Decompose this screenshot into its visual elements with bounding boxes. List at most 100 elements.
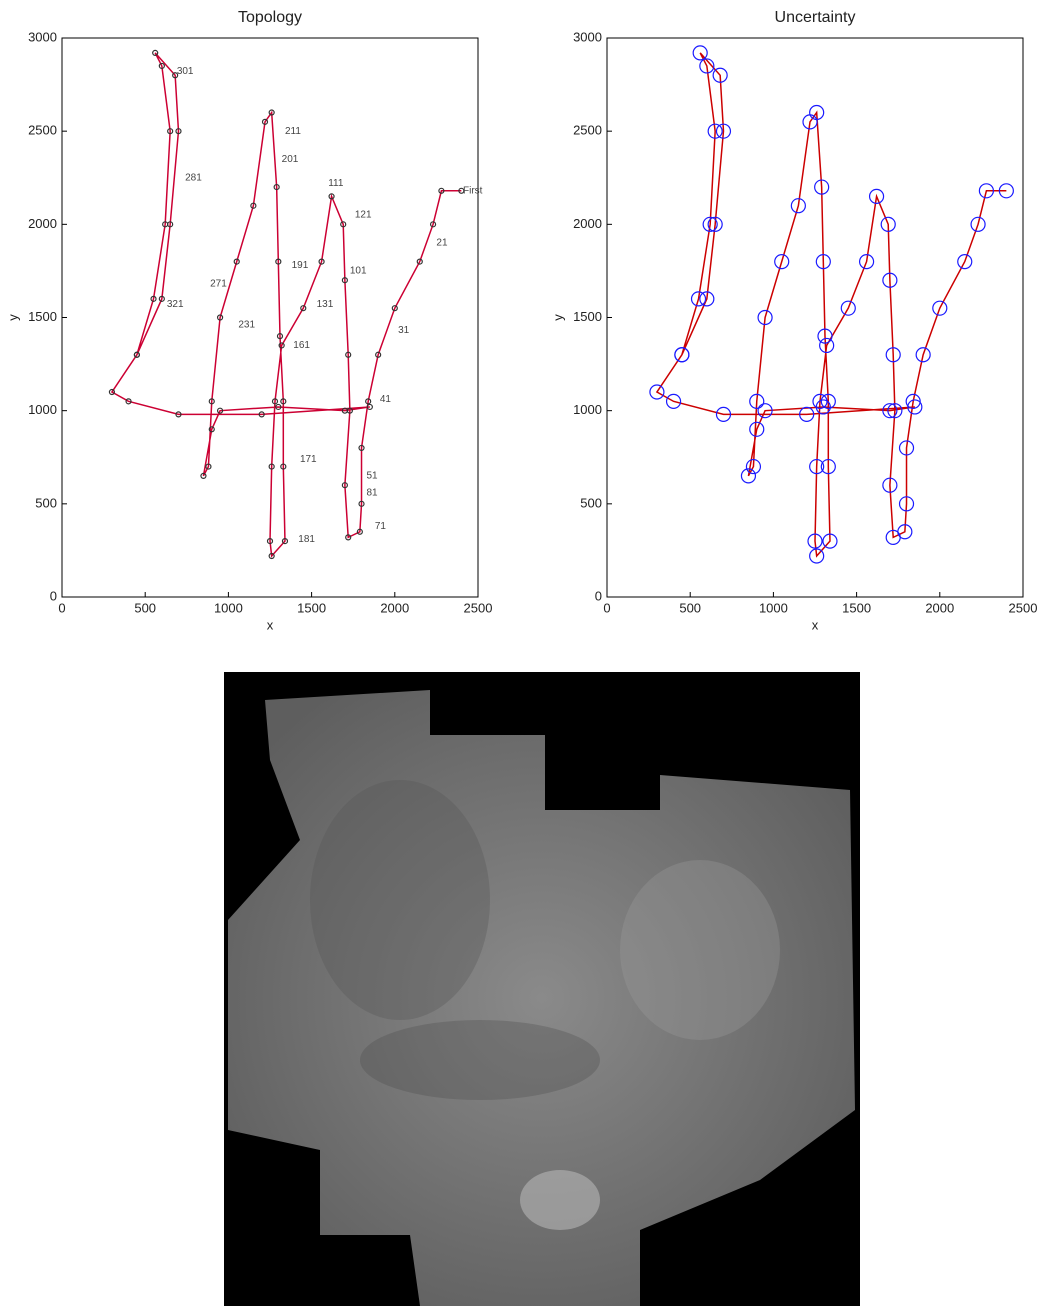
mosaic-image: [224, 672, 860, 1306]
y-axis-label: y: [550, 314, 565, 321]
chart-title: Topology: [238, 9, 302, 26]
pose-marker: [665, 393, 682, 409]
node-label: 21: [436, 238, 448, 249]
pose-marker: [807, 533, 823, 549]
pose-marker: [205, 463, 212, 470]
pose-marker: [820, 393, 836, 409]
pose-marker: [216, 314, 224, 321]
pose-marker: [712, 67, 728, 83]
y-tick-label: 0: [595, 588, 602, 603]
y-tick-label: 2500: [573, 123, 602, 138]
node-label: 181: [298, 534, 315, 545]
y-tick-label: 1500: [28, 309, 57, 324]
pose-marker: [175, 128, 182, 135]
pose-marker: [358, 500, 365, 507]
pose-marker: [887, 403, 903, 419]
pose-marker: [898, 440, 915, 456]
pose-marker: [749, 393, 765, 409]
node-label: 131: [317, 299, 334, 310]
pose-marker: [216, 407, 224, 414]
pose-marker: [932, 300, 948, 316]
plot-area: [61, 37, 479, 598]
node-label: 271: [210, 279, 227, 290]
x-axis-label: x: [812, 617, 819, 632]
pose-marker: [749, 421, 765, 437]
pose-marker: [158, 295, 165, 302]
node-label: 301: [177, 66, 194, 77]
pose-marker: [858, 254, 875, 270]
y-tick-label: 1000: [573, 402, 602, 417]
pose-marker: [175, 411, 182, 418]
pose-marker: [281, 537, 289, 545]
node-label: 81: [367, 487, 379, 498]
pose-marker: [341, 407, 348, 414]
pose-marker: [799, 406, 815, 422]
pose-marker: [814, 179, 830, 195]
node-label: 71: [375, 521, 387, 532]
pose-marker: [740, 468, 757, 484]
pose-marker: [978, 183, 994, 199]
pose-marker: [271, 398, 279, 405]
pose-marker: [261, 118, 269, 125]
pose-marker: [774, 254, 790, 270]
pose-marker: [268, 552, 275, 560]
y-tick-label: 2500: [28, 123, 57, 138]
pose-marker: [690, 291, 707, 307]
pose-marker: [200, 472, 207, 479]
pose-marker: [300, 305, 307, 312]
pose-marker: [233, 258, 240, 265]
y-tick-label: 1000: [28, 402, 57, 417]
pose-marker: [970, 216, 986, 232]
pose-marker: [275, 403, 282, 411]
pose-marker: [268, 463, 275, 470]
chart: Topology x y 0 500 1000 1500 2000 2500 0 500 1000 15…: [5, 9, 492, 632]
y-tick-label: 500: [35, 495, 57, 510]
pose-marker: [275, 258, 282, 265]
pose-marker: [278, 342, 285, 349]
y-tick-label: 3000: [573, 29, 602, 44]
pose-marker: [167, 128, 174, 135]
pose-marker: [258, 411, 265, 418]
pose-marker: [822, 533, 838, 549]
pose-marker: [172, 72, 179, 79]
pose-marker: [898, 496, 915, 512]
x-tick-label: 1000: [214, 600, 243, 615]
node-label: 201: [282, 154, 299, 165]
pose-marker: [817, 328, 833, 344]
node-label: 321: [167, 299, 184, 310]
pose-marker: [757, 403, 773, 419]
pose-marker: [707, 123, 723, 139]
pose-marker: [915, 347, 931, 363]
pose-marker: [345, 534, 352, 541]
x-tick-label: 0: [603, 600, 610, 615]
pose-marker: [885, 347, 901, 363]
pose-marker: [268, 109, 275, 116]
pose-marker: [280, 463, 287, 470]
pose-marker: [167, 221, 174, 228]
pose-marker: [882, 272, 898, 288]
y-tick-label: 3000: [28, 29, 57, 44]
pose-marker: [815, 254, 831, 270]
pose-marker: [699, 291, 715, 307]
mosaic-texture: [520, 1170, 600, 1230]
node-label: First: [463, 185, 483, 196]
pose-marker: [365, 398, 372, 405]
node-label: 111: [328, 178, 344, 189]
pose-marker: [358, 444, 365, 452]
node-label: 191: [292, 260, 309, 271]
pose-marker: [757, 309, 773, 326]
node-label: 41: [380, 394, 392, 405]
pose-marker: [707, 216, 723, 232]
y-tick-label: 1500: [573, 309, 602, 324]
pose-marker: [150, 295, 157, 302]
pose-marker: [882, 403, 898, 419]
x-tick-label: 0: [58, 600, 65, 615]
mosaic-texture: [620, 860, 780, 1040]
pose-marker: [280, 398, 287, 405]
node-label: 161: [293, 340, 310, 351]
pose-marker: [158, 62, 165, 70]
pose-marker: [907, 399, 923, 415]
node-label: 231: [238, 320, 255, 331]
